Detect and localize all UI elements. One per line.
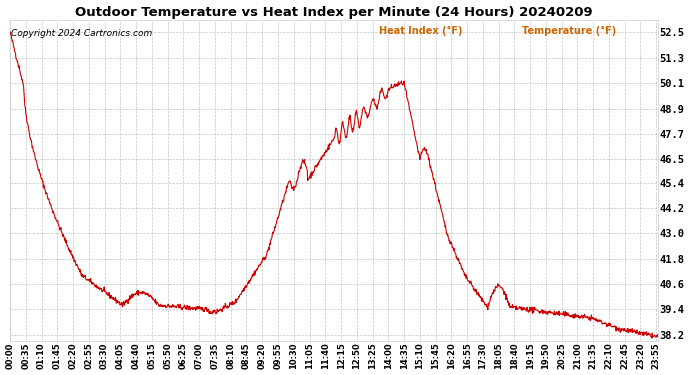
- Text: Temperature (°F): Temperature (°F): [522, 26, 616, 36]
- Text: Copyright 2024 Cartronics.com: Copyright 2024 Cartronics.com: [11, 29, 152, 38]
- Text: Heat Index (°F): Heat Index (°F): [380, 26, 463, 36]
- Title: Outdoor Temperature vs Heat Index per Minute (24 Hours) 20240209: Outdoor Temperature vs Heat Index per Mi…: [75, 6, 593, 18]
